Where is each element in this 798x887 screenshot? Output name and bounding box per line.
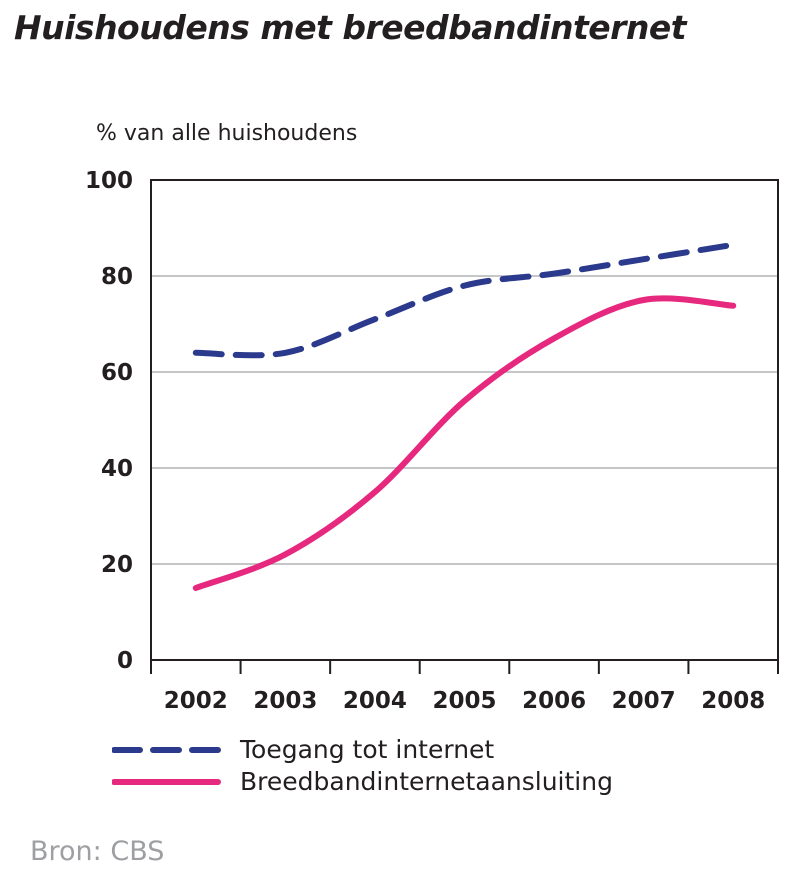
y-tick-label-60: 60 bbox=[101, 360, 133, 386]
x-tick-label-2005: 2005 bbox=[432, 688, 496, 714]
x-tick-label-2003: 2003 bbox=[253, 688, 317, 714]
data-point-0-2004 bbox=[373, 317, 377, 321]
x-tick-label-2004: 2004 bbox=[343, 688, 407, 714]
plot-frame bbox=[150, 179, 779, 661]
legend-swatch-solid-icon bbox=[112, 779, 221, 785]
y-tick-label-80: 80 bbox=[101, 264, 133, 290]
legend-label-access: Toegang tot internet bbox=[240, 735, 495, 764]
series-line-access bbox=[192, 241, 737, 359]
data-point-1-2004 bbox=[373, 490, 377, 494]
x-tick-label-2006: 2006 bbox=[522, 688, 586, 714]
data-point-0-2005 bbox=[463, 284, 467, 288]
line-chart: 0 20 40 60 80 100 2002 2003 2004 2005 2006 2007 2008 bbox=[85, 168, 779, 714]
data-point-1-2007 bbox=[642, 298, 646, 302]
legend: Toegang tot internet Breedbandinternetaa… bbox=[112, 734, 712, 798]
y-tick-label-20: 20 bbox=[101, 552, 133, 578]
chart-title: Huishoudens met breedbandinternet bbox=[14, 8, 687, 47]
x-tick-label-2008: 2008 bbox=[701, 688, 765, 714]
x-tick-label-2007: 2007 bbox=[612, 688, 676, 714]
data-point-0-2003 bbox=[283, 351, 287, 355]
series-line-broadband bbox=[192, 295, 737, 591]
data-point-1-2002 bbox=[194, 586, 198, 590]
data-point-0-2008 bbox=[731, 243, 735, 247]
source-note: Bron: CBS bbox=[30, 836, 165, 867]
y-axis-label: % van alle huishoudens bbox=[96, 121, 358, 146]
data-point-0-2002 bbox=[194, 351, 198, 355]
y-tick-label-40: 40 bbox=[101, 456, 133, 482]
data-point-1-2003 bbox=[283, 552, 287, 556]
x-tick-label-2002: 2002 bbox=[164, 688, 228, 714]
data-point-1-2005 bbox=[463, 399, 467, 403]
legend-swatch-dashed-icon bbox=[112, 747, 221, 753]
y-tick-label-0: 0 bbox=[117, 648, 133, 674]
legend-label-broadband: Breedbandinternetaansluiting bbox=[240, 767, 613, 796]
data-point-1-2008 bbox=[731, 304, 735, 308]
data-point-0-2007 bbox=[642, 257, 646, 261]
y-tick-label-100: 100 bbox=[85, 168, 133, 194]
legend-item-broadband: Breedbandinternetaansluiting bbox=[112, 766, 712, 798]
data-point-1-2006 bbox=[552, 336, 556, 340]
legend-item-access: Toegang tot internet bbox=[112, 734, 712, 766]
data-point-0-2006 bbox=[552, 272, 556, 276]
